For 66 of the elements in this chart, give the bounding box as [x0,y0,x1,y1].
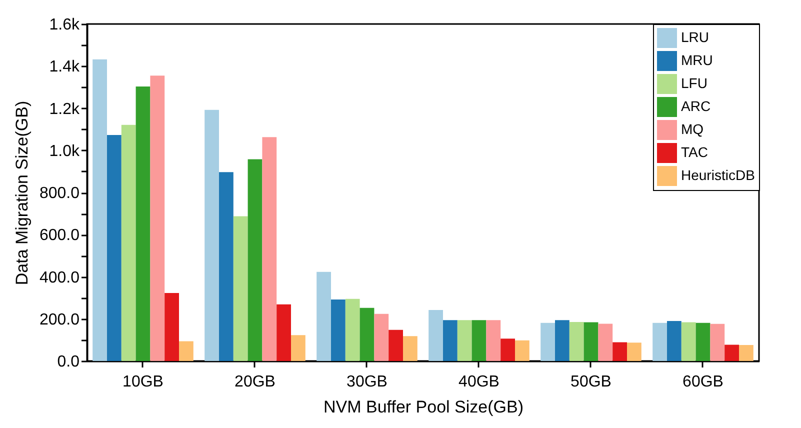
y-tick-label: 1.2k [49,100,80,118]
bar [331,300,346,361]
bar [696,322,710,361]
bar [179,341,194,361]
bar [360,308,374,361]
legend-label: HeuristicDB [681,167,755,183]
x-tick-label: 60GB [682,374,724,390]
x-axis-title: NVM Buffer Pool Size(GB) [324,398,524,416]
bar [374,314,389,361]
y-tick-label: 0.0 [57,354,80,370]
bar [204,110,219,361]
bar [345,298,360,361]
bar [598,324,613,361]
bar [316,272,331,361]
bar [150,76,165,361]
bar [388,330,403,361]
bar [515,340,530,361]
bar [219,172,234,361]
x-tick-label: 10GB [122,374,164,390]
bar [472,320,486,361]
bar [486,320,501,361]
bar [710,324,725,361]
bar [612,342,627,361]
bar [739,344,754,361]
bar [569,322,584,361]
legend-label: ARC [681,98,711,114]
bar [248,159,262,361]
x-tick-label: 50GB [570,374,612,390]
bar [652,322,667,361]
bar [457,320,472,361]
bar [724,344,739,361]
legend-label: TAC [681,144,708,160]
y-tick-label: 200.0 [39,311,80,328]
x-tick-label: 20GB [234,374,276,390]
x-tick-label: 30GB [346,374,388,390]
bar [667,320,682,361]
bar [92,59,107,361]
bar [500,338,515,361]
bar [540,322,555,361]
legend-label: MQ [681,121,704,137]
y-axis-title: Data Migration Size(GB) [12,100,32,286]
bar [443,320,458,361]
y-tick-label: 800.0 [39,185,80,202]
bar [428,310,443,361]
legend-label: MRU [681,52,713,68]
bar [262,137,277,361]
legend-label: LRU [681,29,710,45]
bar [276,304,291,361]
y-tick-label: 400.0 [39,269,80,286]
bar [107,135,122,361]
y-tick-label: 600.0 [39,227,80,244]
x-tick-label: 40GB [458,374,500,390]
bar [584,322,598,361]
bar [681,322,696,361]
bar [136,86,150,361]
y-tick-label: 1.6k [49,16,80,34]
bar [121,124,136,361]
bar [555,320,570,361]
y-tick-label: 1.0k [49,142,80,160]
bar [233,216,248,361]
bar [627,342,642,361]
bar [164,292,179,361]
bar [291,335,306,361]
bar [403,336,418,361]
legend-label: LFU [681,75,708,91]
y-tick-label: 1.4k [49,58,80,76]
